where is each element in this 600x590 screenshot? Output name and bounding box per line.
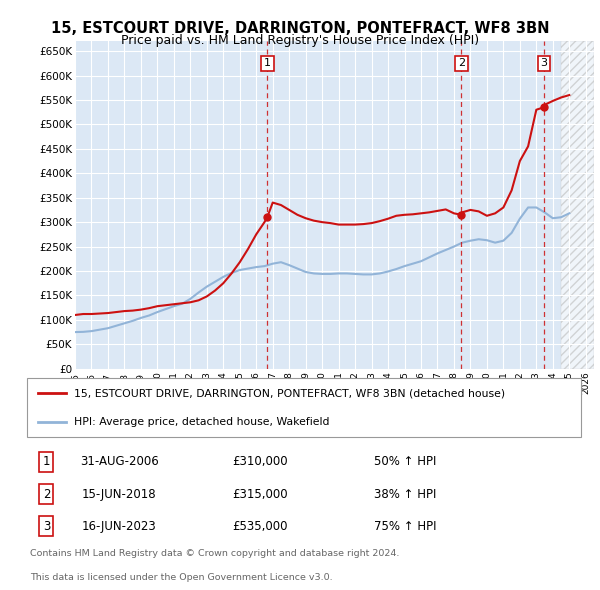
Text: £535,000: £535,000	[232, 520, 287, 533]
FancyBboxPatch shape	[27, 378, 581, 437]
Text: 3: 3	[43, 520, 50, 533]
Text: 50% ↑ HPI: 50% ↑ HPI	[374, 455, 437, 468]
Text: 2: 2	[458, 58, 465, 68]
Text: 1: 1	[43, 455, 50, 468]
Text: 1: 1	[264, 58, 271, 68]
Text: 75% ↑ HPI: 75% ↑ HPI	[374, 520, 437, 533]
Text: 3: 3	[541, 58, 547, 68]
Text: 2: 2	[43, 487, 50, 500]
Text: HPI: Average price, detached house, Wakefield: HPI: Average price, detached house, Wake…	[74, 417, 330, 427]
Text: This data is licensed under the Open Government Licence v3.0.: This data is licensed under the Open Gov…	[29, 573, 332, 582]
Text: 38% ↑ HPI: 38% ↑ HPI	[374, 487, 437, 500]
Text: 15-JUN-2018: 15-JUN-2018	[82, 487, 157, 500]
Text: 15, ESTCOURT DRIVE, DARRINGTON, PONTEFRACT, WF8 3BN (detached house): 15, ESTCOURT DRIVE, DARRINGTON, PONTEFRA…	[74, 388, 506, 398]
Text: £315,000: £315,000	[232, 487, 287, 500]
Text: Price paid vs. HM Land Registry's House Price Index (HPI): Price paid vs. HM Land Registry's House …	[121, 34, 479, 47]
Text: Contains HM Land Registry data © Crown copyright and database right 2024.: Contains HM Land Registry data © Crown c…	[29, 549, 399, 558]
Text: 31-AUG-2006: 31-AUG-2006	[80, 455, 159, 468]
Text: £310,000: £310,000	[232, 455, 287, 468]
Text: 16-JUN-2023: 16-JUN-2023	[82, 520, 157, 533]
Text: 15, ESTCOURT DRIVE, DARRINGTON, PONTEFRACT, WF8 3BN: 15, ESTCOURT DRIVE, DARRINGTON, PONTEFRA…	[51, 21, 549, 35]
